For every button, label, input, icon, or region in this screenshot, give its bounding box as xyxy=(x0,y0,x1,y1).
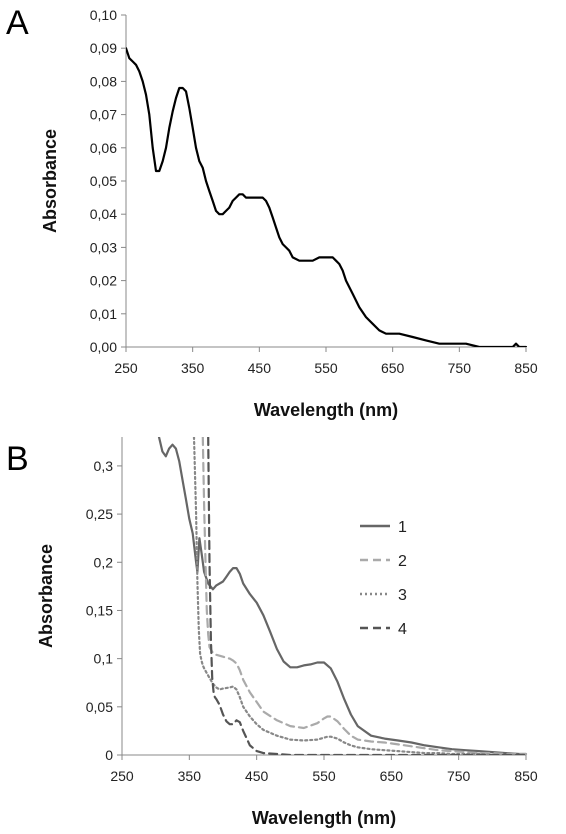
x-tick-label: 250 xyxy=(110,768,134,784)
x-tick-label: 550 xyxy=(314,360,338,376)
y-tick-label: 0,04 xyxy=(90,206,117,222)
series-line-2 xyxy=(201,437,528,755)
x-axis-title: Wavelength (nm) xyxy=(254,400,398,420)
legend-label: 4 xyxy=(398,621,407,638)
x-tick-label: 850 xyxy=(514,768,538,784)
y-tick-label: 0,03 xyxy=(90,239,117,255)
y-tick-label: 0,06 xyxy=(90,140,117,156)
x-tick-label: 350 xyxy=(178,768,202,784)
y-tick-label: 0,3 xyxy=(94,458,114,474)
y-tick-label: 0,02 xyxy=(90,273,117,289)
legend-label: 3 xyxy=(398,587,407,604)
panel-b: B 0 0,05 0,1 0,15 0,2 0,25 0,3 250 350 450 550 650 75… xyxy=(6,437,538,828)
x-tick-label: 650 xyxy=(380,768,404,784)
y-tick-label: 0,09 xyxy=(90,40,117,56)
y-tick-label: 0,2 xyxy=(94,554,114,570)
y-tick-label: 0,10 xyxy=(90,7,117,23)
series-line-3 xyxy=(192,437,528,755)
x-tick-label: 650 xyxy=(381,360,405,376)
panel-letter: B xyxy=(6,440,29,478)
y-axis-title: Absorbance xyxy=(40,129,60,233)
panel-a: A 0,00 0,01 0,02 0,03 0,04 0,05 0,06 0,07 0,08 0,0… xyxy=(6,4,538,420)
y-tick-label: 0,1 xyxy=(94,651,114,667)
x-axis-title: Wavelength (nm) xyxy=(252,808,396,828)
x-tick-label: 550 xyxy=(312,768,336,784)
y-tick-label: 0,05 xyxy=(86,699,113,715)
x-tick-label: 450 xyxy=(248,360,272,376)
legend-label: 1 xyxy=(398,519,407,536)
y-tick-label: 0,00 xyxy=(90,339,117,355)
series-line-4 xyxy=(207,437,528,755)
series-line-1 xyxy=(126,47,528,347)
x-tick-label: 250 xyxy=(114,360,138,376)
x-tick-label: 850 xyxy=(514,360,538,376)
y-tick-label: 0,25 xyxy=(86,506,113,522)
y-tick-label: 0,05 xyxy=(90,173,117,189)
y-tick-label: 0,08 xyxy=(90,73,117,89)
y-tick-label: 0,07 xyxy=(90,107,117,123)
x-tick-label: 450 xyxy=(245,768,269,784)
x-tick-label: 750 xyxy=(447,768,471,784)
y-tick-label: 0,01 xyxy=(90,306,117,322)
x-tick-label: 350 xyxy=(181,360,205,376)
x-tick-label: 750 xyxy=(448,360,472,376)
panel-letter: A xyxy=(6,4,29,42)
y-tick-label: 0 xyxy=(105,747,113,763)
legend-label: 2 xyxy=(398,553,407,570)
y-axis-title: Absorbance xyxy=(36,544,56,648)
series-line-1 xyxy=(157,437,528,755)
y-tick-label: 0,15 xyxy=(86,602,113,618)
